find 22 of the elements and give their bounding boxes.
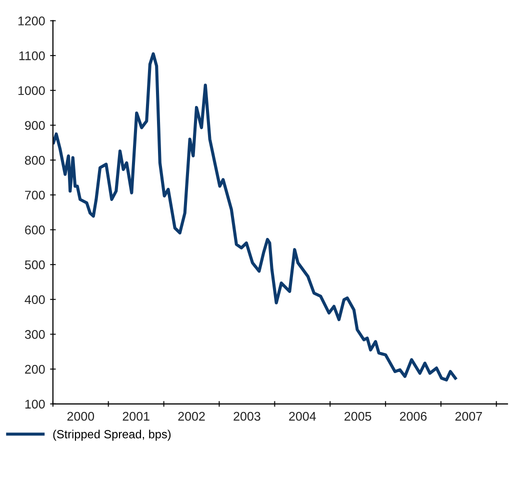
y-tick-label: 900: [25, 121, 45, 130]
y-tick-label: 700: [25, 190, 45, 200]
legend-label: (Stripped Spread, bps): [53, 430, 171, 441]
x-tick-label: 2002: [178, 412, 205, 421]
y-tick-label: 100: [25, 400, 45, 409]
y-tick-label: 1200: [18, 16, 45, 26]
x-tick-label: 2003: [234, 412, 260, 421]
y-tick-label: 500: [24, 260, 45, 270]
x-tick-label: 2001: [122, 412, 150, 421]
x-tick-label: 2007: [455, 412, 482, 421]
x-tick-label: 2004: [289, 412, 316, 421]
x-tick-label: 2006: [400, 412, 427, 421]
y-tick-label: 200: [25, 364, 45, 374]
y-tick-label: 600: [25, 226, 45, 234]
x-tick-label: 2000: [67, 412, 94, 421]
y-tick-label: 300: [24, 330, 45, 339]
y-tick-label: 1000: [18, 86, 45, 96]
x-tick-label: 2005: [344, 412, 372, 421]
y-tick-label: 1100: [19, 51, 45, 60]
line-series: [52, 52, 457, 382]
y-tick-label: 400: [24, 295, 45, 304]
y-tick-label: 800: [24, 156, 45, 165]
